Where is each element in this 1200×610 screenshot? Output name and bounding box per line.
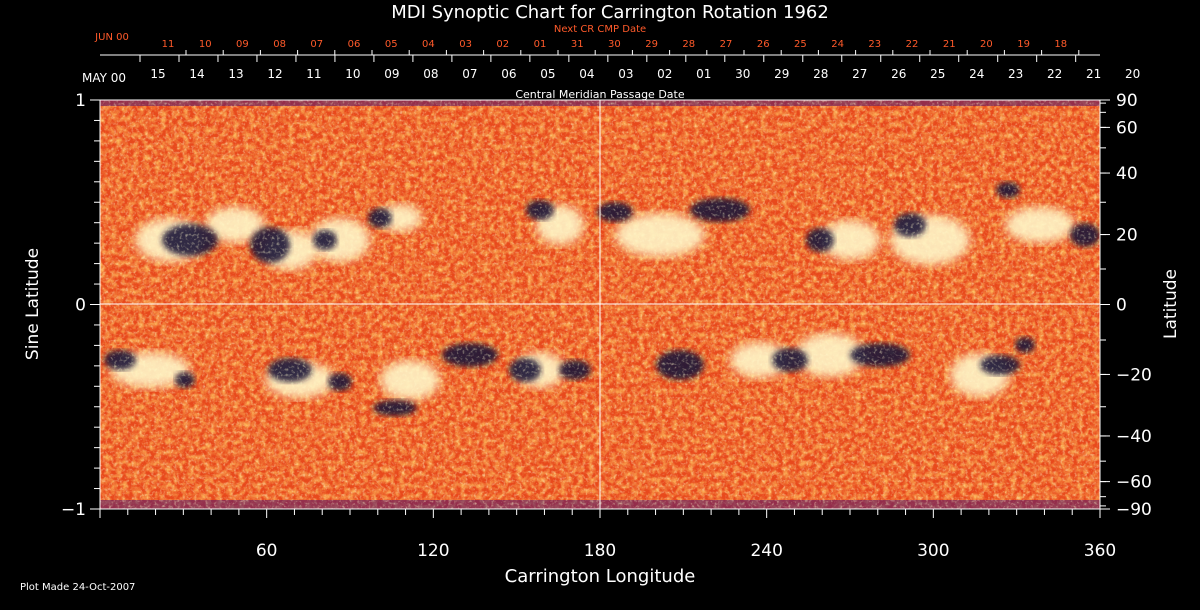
y-tick-label-right: 90: [1116, 91, 1138, 111]
cmp-date-label: 25: [930, 67, 945, 81]
cmp-date-label: 28: [813, 67, 828, 81]
y-tick-label-right: 60: [1116, 118, 1138, 138]
cmp-date-label: 12: [267, 67, 282, 81]
chart-title: MDI Synoptic Chart for Carrington Rotati…: [391, 2, 829, 23]
cmp-date-label: 06: [501, 67, 516, 81]
cmp-date-label: 29: [774, 67, 789, 81]
y-tick-label-left: 1: [75, 91, 86, 111]
next-cr-date-label: 23: [868, 39, 881, 50]
sine-latitude-axis: 1 0 −1: [61, 91, 100, 520]
cmp-date-label: 21: [1086, 67, 1101, 81]
next-cr-date-label: 10: [199, 39, 212, 50]
cmp-axis-label: Central Meridian Passage Date: [515, 88, 684, 101]
cmp-date-label: 05: [540, 67, 555, 81]
x-tick-label: 360: [1084, 541, 1116, 561]
cmp-date-label: 04: [579, 67, 594, 81]
next-cr-date-label: 20: [980, 39, 993, 50]
next-cr-date-label: 22: [906, 39, 919, 50]
next-cr-date-label: 06: [348, 39, 361, 50]
next-cr-date-label: 24: [831, 39, 844, 50]
cmp-date-label: 22: [1047, 67, 1062, 81]
x-axis-label: Carrington Longitude: [505, 566, 696, 587]
next-cr-date-label: 07: [310, 39, 323, 50]
x-tick-label: 60: [256, 541, 278, 561]
cmp-date-label: 10: [345, 67, 360, 81]
cmp-date-label: 23: [1008, 67, 1023, 81]
cmp-date-label: 09: [384, 67, 399, 81]
y-tick-label-right: 40: [1116, 164, 1138, 184]
next-cr-start-label: JUN 00: [94, 32, 129, 43]
longitude-axis: 60 120 180 240 300 360: [99, 509, 1116, 561]
cmp-date-label: 26: [891, 67, 906, 81]
next-cr-axis-label: Next CR CMP Date: [554, 24, 646, 35]
x-tick-label: 180: [584, 541, 616, 561]
y-tick-label-right: −40: [1116, 427, 1152, 447]
cmp-date-label: 02: [657, 67, 672, 81]
x-tick-label: 240: [750, 541, 782, 561]
cmp-date-axes: Next CR CMP Date JUN 00 MAY 00 Central M…: [82, 24, 1140, 101]
next-cr-date-label: 11: [162, 39, 175, 50]
next-cr-date-label: 21: [943, 39, 956, 50]
next-cr-date-label: 30: [608, 39, 621, 50]
plot-made-footer: Plot Made 24-Oct-2007: [20, 582, 135, 593]
next-cr-date-label: 18: [1054, 39, 1067, 50]
y-axis-label-left: Sine Latitude: [23, 248, 43, 360]
cmp-date-label: 27: [852, 67, 867, 81]
y-tick-label-left: −1: [61, 500, 86, 520]
cmp-date-label: 30: [735, 67, 750, 81]
y-tick-label-right: −20: [1116, 365, 1152, 385]
next-cr-date-label: 31: [571, 39, 584, 50]
next-cr-date-label: 05: [385, 39, 398, 50]
y-tick-label-right: 0: [1116, 296, 1127, 316]
x-tick-label: 120: [417, 541, 449, 561]
next-cr-date-label: 02: [496, 39, 509, 50]
y-tick-label-right: 20: [1116, 226, 1138, 246]
latitude-axis: 90 60 40 20 0 −20 −40 −60 −90: [1100, 91, 1152, 520]
x-tick-label: 300: [917, 541, 949, 561]
y-tick-label-left: 0: [75, 296, 86, 316]
next-cr-date-label: 08: [273, 39, 286, 50]
cmp-date-label: 20: [1125, 67, 1140, 81]
next-cr-date-label: 04: [422, 39, 435, 50]
next-cr-date-label: 09: [236, 39, 249, 50]
cmp-date-label: 01: [696, 67, 711, 81]
cmp-start-label: MAY 00: [82, 71, 126, 85]
y-axis-label-right: Latitude: [1161, 269, 1181, 339]
cmp-date-label: 07: [462, 67, 477, 81]
cmp-date-label: 03: [618, 67, 633, 81]
next-cr-date-label: 03: [459, 39, 472, 50]
next-cr-date-label: 28: [682, 39, 695, 50]
cmp-date-label: 14: [189, 67, 204, 81]
next-cr-date-label: 25: [794, 39, 807, 50]
cmp-date-label: 11: [306, 67, 321, 81]
y-tick-label-right: −60: [1116, 473, 1152, 493]
next-cr-date-label: 26: [757, 39, 770, 50]
cmp-date-label: 13: [228, 67, 243, 81]
cmp-date-label: 08: [423, 67, 438, 81]
y-tick-label-right: −90: [1116, 500, 1152, 520]
next-cr-date-label: 19: [1017, 39, 1030, 50]
cmp-date-label: 15: [150, 67, 165, 81]
next-cr-date-label: 29: [645, 39, 658, 50]
next-cr-date-label: 01: [534, 39, 547, 50]
next-cr-date-label: 27: [720, 39, 733, 50]
cmp-date-label: 24: [969, 67, 984, 81]
